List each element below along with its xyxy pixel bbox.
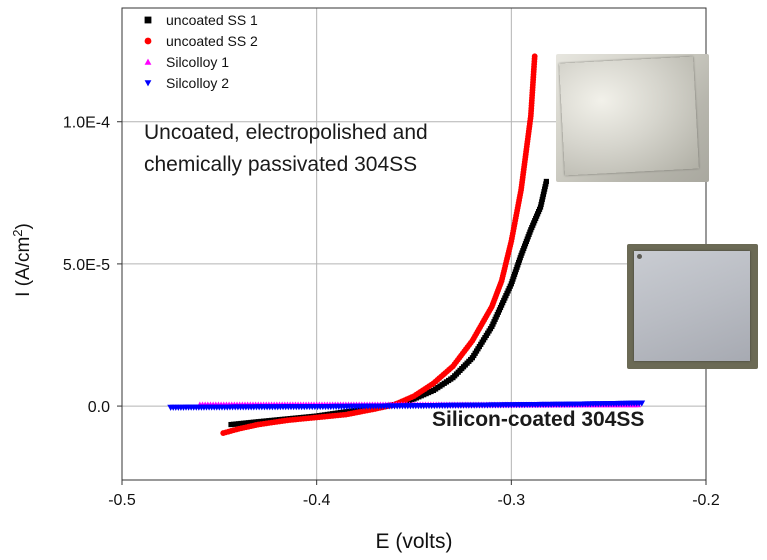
series-uncoated-ss-1: [228, 178, 549, 428]
y-axis-label-tail: ): [13, 223, 34, 229]
legend-marker: [144, 58, 152, 65]
data-point: [531, 53, 538, 60]
data-series: [167, 53, 646, 436]
x-axis-label: E (volts): [375, 530, 452, 553]
legend-label: Silcolloy 2: [166, 75, 229, 91]
legend-label: uncoated SS 2: [166, 33, 258, 49]
legend-marker: [144, 80, 152, 87]
annotation-uncoated-line-2: chemically passivated 304SS: [144, 153, 417, 176]
legend: uncoated SS 1 uncoated SS 2 Silcolloy 1 Sil…: [144, 12, 258, 91]
y-tick-label: 1.0E-4: [63, 115, 110, 132]
x-tick-label: -0.3: [498, 492, 526, 509]
y-axis-label-superscript: 2: [10, 229, 25, 236]
photo-silicon-coated-plate: [627, 244, 758, 369]
y-tick-label: 5.0E-5: [63, 257, 110, 274]
plate-hole: [637, 254, 642, 259]
legend-label: Silcolloy 1: [166, 54, 229, 70]
data-point: [638, 400, 646, 407]
uncoated-plate-surface: [559, 56, 699, 176]
y-tick-label: 0.0: [88, 399, 110, 416]
data-point: [543, 178, 549, 185]
x-tick-label: -0.2: [692, 492, 720, 509]
y-axis-label-main: I (A/cm: [13, 237, 34, 297]
photo-uncoated-plate: [556, 54, 709, 182]
series-silcolloy-2: [167, 400, 646, 411]
series-uncoated-ss-2: [220, 53, 538, 436]
annotation-uncoated-line-1: Uncoated, electropolished and: [144, 121, 428, 144]
legend-label: uncoated SS 1: [166, 12, 258, 28]
coated-plate-surface: [634, 251, 750, 361]
legend-marker: [144, 37, 152, 45]
legend-marker: [144, 16, 152, 24]
x-tick-label: -0.5: [108, 492, 136, 509]
axis-ticks: -0.5 -0.4 -0.3 -0.2 0.0 5.0E-5 1.0E-4: [63, 115, 720, 509]
y-axis-label: I (A/cm2): [10, 223, 34, 297]
x-tick-label: -0.4: [303, 492, 331, 509]
annotation-coated: Silicon-coated 304SS: [432, 408, 644, 431]
